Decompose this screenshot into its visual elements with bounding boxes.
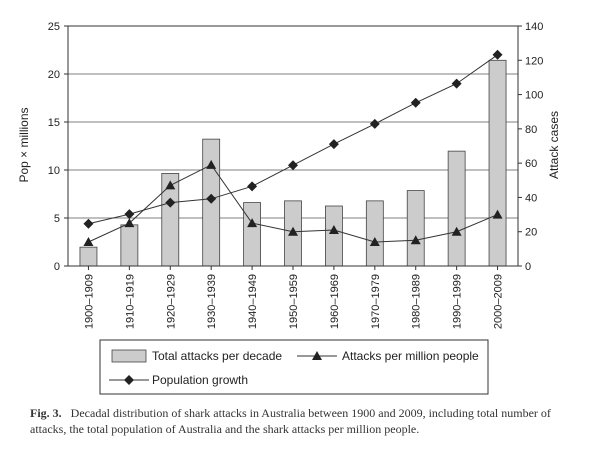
diamond-marker — [369, 118, 380, 129]
diamond-marker — [165, 197, 176, 208]
triangle-marker — [369, 237, 380, 246]
x-tick-label: 1960–1969 — [329, 274, 341, 329]
bar — [325, 205, 343, 267]
y-right-tick-label: 0 — [525, 261, 531, 273]
y-left-ticks: 0 5 10 15 20 25 — [48, 21, 68, 273]
y-right-tick-label: 120 — [525, 55, 543, 67]
y-left-tick-label: 15 — [48, 117, 60, 129]
legend-label: Total attacks per decade — [152, 349, 282, 363]
bar — [488, 59, 507, 267]
x-tick-label: 1920–1929 — [165, 274, 177, 329]
diamond-marker — [288, 160, 298, 171]
y-right-tick-label: 40 — [525, 192, 537, 204]
x-tick-label: 1940–1949 — [247, 274, 259, 329]
y-right-ticks: 0 20 40 60 80 100 120 140 — [518, 21, 543, 273]
diamond-marker — [206, 193, 217, 204]
legend: Total attacks per decade Attacks per mill… — [99, 339, 489, 395]
bar — [365, 200, 384, 267]
x-ticks: 1900–1909 1910–1919 1920–1929 1930–1939 1940… — [83, 266, 505, 329]
triangle-marker — [206, 159, 217, 169]
population-growth-line — [88, 54, 498, 225]
x-tick-label: 1910–1919 — [124, 274, 136, 329]
y-right-tick-label: 80 — [525, 124, 537, 136]
caption-label: Fig. 3. — [30, 406, 62, 420]
legend-box — [99, 339, 489, 395]
y-left-tick-label: 0 — [54, 261, 60, 273]
triangle-marker — [328, 225, 339, 234]
bar — [243, 202, 261, 267]
legend-label: Attacks per million people — [342, 349, 479, 363]
diamond-marker — [83, 218, 94, 229]
triangle-marker — [492, 209, 503, 219]
diamond-marker — [328, 139, 339, 150]
y-right-axis-title: Attack cases — [547, 111, 561, 179]
y-left-tick-label: 10 — [48, 165, 60, 177]
bar — [406, 190, 425, 267]
diamond-marker — [410, 97, 421, 108]
diamond-marker — [492, 49, 503, 60]
legend-diamond-marker — [124, 375, 134, 385]
x-tick-label: 1930–1939 — [206, 274, 218, 329]
y-right-tick-label: 60 — [525, 158, 537, 170]
x-tick-label: 2000–2009 — [493, 274, 505, 329]
y-left-axis-title: Pop × millions — [17, 107, 31, 182]
bar — [79, 246, 98, 267]
x-tick-label: 1970–1979 — [370, 274, 382, 329]
triangle-marker — [288, 226, 298, 236]
y-right-tick-label: 100 — [525, 90, 543, 102]
legend-triangle-marker — [312, 351, 322, 360]
triangle-marker — [124, 218, 135, 228]
y-left-tick-label: 20 — [48, 69, 60, 81]
triangle-marker — [247, 218, 258, 228]
diamond-marker — [124, 209, 135, 220]
triangle-marker — [83, 237, 94, 246]
triangle-marker — [165, 180, 176, 190]
triangle-marker — [451, 226, 462, 236]
x-tick-label: 1950–1959 — [288, 274, 300, 329]
y-right-tick-label: 140 — [525, 21, 543, 33]
line-series — [83, 49, 503, 246]
figure-caption: Fig. 3. Decadal distribution of shark at… — [30, 405, 590, 437]
bar — [120, 224, 139, 267]
legend-swatch-bar — [111, 349, 147, 363]
diamond-marker — [451, 78, 462, 89]
caption-text: Decadal distribution of shark attacks in… — [30, 406, 551, 436]
x-tick-label: 1980–1989 — [411, 274, 423, 329]
bar — [447, 150, 466, 267]
y-right-tick-label: 20 — [525, 227, 537, 239]
triangle-marker — [410, 235, 421, 245]
y-left-tick-label: 25 — [48, 21, 60, 33]
diamond-marker — [247, 181, 258, 192]
x-tick-label: 1900–1909 — [83, 274, 95, 329]
legend-label: Population growth — [152, 373, 248, 387]
y-left-tick-label: 5 — [54, 213, 60, 225]
x-tick-label: 1990–1999 — [452, 274, 464, 329]
